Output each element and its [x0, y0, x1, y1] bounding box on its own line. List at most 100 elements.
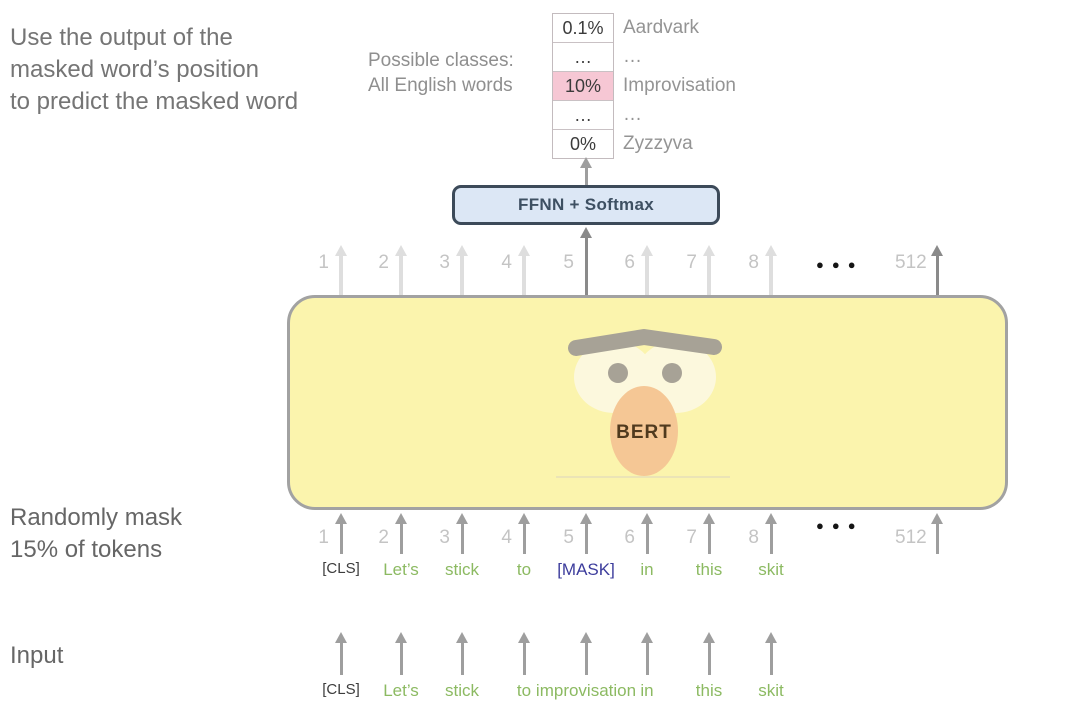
- output-caption: Use the output of the masked word’s posi…: [10, 22, 298, 118]
- masked-position-number: 1: [318, 527, 329, 548]
- classes-table-row: 10% Improvisation: [553, 71, 736, 100]
- masked-position-number: 5: [563, 527, 574, 548]
- masked-position-512: 512: [895, 527, 927, 548]
- masked-token-arrow-shaft: [460, 524, 464, 554]
- top-output-arrow-shaft: [707, 256, 711, 295]
- input-token: skit: [758, 681, 784, 700]
- input-token: Let’s: [383, 681, 419, 700]
- classes-table-row: 0.1% Aardvark: [553, 14, 699, 42]
- masked-token-arrow: [703, 513, 715, 554]
- classes-table-row: 0% Zyzzyva: [553, 129, 693, 158]
- input-token-arrow: [395, 632, 407, 675]
- masked-token-arrow: [456, 513, 468, 554]
- input-token: [CLS]: [322, 681, 360, 698]
- masked-token: this: [695, 560, 723, 579]
- class-word-label: Zyzzyva: [623, 133, 693, 154]
- mask-caption-line2: 15% of tokens: [10, 536, 163, 563]
- masked-token-arrow: [395, 513, 407, 554]
- masked-token-arrow-shaft: [707, 524, 711, 554]
- top-position-number: 1: [318, 252, 329, 273]
- masked-token-arrow-head: [765, 513, 777, 524]
- masked-token: [CLS]: [322, 560, 360, 577]
- top-position-number: 3: [439, 252, 450, 273]
- ffnn-softmax-label: FFNN + Softmax: [518, 195, 654, 214]
- input-token-arrow-shaft: [399, 643, 403, 675]
- input-token-arrow-shaft: [584, 643, 588, 675]
- mask-caption: Randomly mask 15% of tokens: [10, 502, 182, 566]
- left-pupil: [608, 363, 628, 383]
- masked-token-arrow-head: [395, 513, 407, 524]
- unibrow: [568, 329, 722, 356]
- masked-token-arrow: [641, 513, 653, 554]
- input-token: in: [640, 681, 654, 700]
- input-caption: Input: [10, 642, 64, 669]
- input-token-arrow: [456, 632, 468, 675]
- masked-token-arrow-512-head: [931, 513, 943, 524]
- top-output-arrow: [456, 245, 468, 295]
- masked-token-arrow-head: [456, 513, 468, 524]
- top-output-arrow-head: [456, 245, 468, 256]
- classes-caption-line2: All English words: [368, 75, 513, 96]
- classes-table-row: ……: [553, 100, 642, 129]
- input-token-arrow: [641, 632, 653, 675]
- masked-token: [MASK]: [557, 560, 615, 579]
- input-token-arrow-head: [580, 632, 592, 643]
- bert-to-ffnn-arrow-shaft: [584, 238, 588, 295]
- top-output-arrow: [335, 245, 347, 295]
- masked-position-number: 3: [439, 527, 450, 548]
- class-probability-cell: 0%: [553, 130, 613, 158]
- top-output-arrow-shaft: [460, 256, 464, 295]
- input-token-arrow-head: [765, 632, 777, 643]
- input-token-arrow-shaft: [522, 643, 526, 675]
- masked-token-arrow-head: [641, 513, 653, 524]
- input-token-arrow-shaft: [460, 643, 464, 675]
- masked-token: skit: [758, 560, 784, 579]
- bert-to-ffnn-arrow-head: [580, 227, 592, 238]
- ffnn-to-classes-arrow-head: [580, 157, 592, 168]
- output-caption-line3: to predict the masked word: [10, 88, 299, 115]
- masked-token: in: [640, 560, 654, 579]
- input-token-arrow-head: [518, 632, 530, 643]
- masked-token-arrow-shaft: [339, 524, 343, 554]
- top-output-arrow-shaft: [645, 256, 649, 295]
- top-output-arrow-512: [931, 245, 943, 295]
- top-position-number: 7: [686, 252, 697, 273]
- masked-token-arrow: [580, 513, 592, 554]
- input-token-arrow-head: [395, 632, 407, 643]
- class-probability-cell: 0.1%: [553, 14, 613, 42]
- ffnn-softmax-box: FFNN + Softmax: [452, 185, 720, 225]
- masked-token-arrow-head: [335, 513, 347, 524]
- output-caption-line1: Use the output of the: [10, 24, 233, 51]
- bert-face: BERT: [556, 329, 730, 478]
- masked-position-number: 7: [686, 527, 697, 548]
- input-token: this: [695, 681, 723, 700]
- masked-token-arrow-head: [518, 513, 530, 524]
- masked-token-arrow-shaft: [645, 524, 649, 554]
- masked-position-number: 4: [501, 527, 512, 548]
- masked-token: stick: [445, 560, 479, 579]
- mask-caption-line1: Randomly mask: [10, 504, 183, 531]
- masked-token-arrow-512-shaft: [935, 524, 939, 554]
- nose: [610, 386, 678, 476]
- masked-token-arrow-512: [931, 513, 943, 554]
- bert-to-ffnn-arrow: [580, 227, 592, 295]
- top-output-arrow: [641, 245, 653, 295]
- top-output-arrow-shaft: [399, 256, 403, 295]
- class-probability-cell: …: [553, 43, 613, 71]
- top-output-arrow: [518, 245, 530, 295]
- ffnn-to-classes-arrow-shaft: [584, 168, 588, 185]
- class-word-label: Improvisation: [623, 75, 736, 96]
- input-token-arrow: [580, 632, 592, 675]
- top-output-arrow-shaft: [522, 256, 526, 295]
- masked-token-arrow-shaft: [522, 524, 526, 554]
- top-output-arrow: [765, 245, 777, 295]
- class-word-label: …: [623, 104, 642, 125]
- top-output-arrow-head: [518, 245, 530, 256]
- classes-probability-table: 0.1% Aardvark…… 10% Improvisation…… 0% Zyzzyv…: [552, 13, 736, 159]
- masked-position-number: 2: [378, 527, 389, 548]
- top-output-arrow: [395, 245, 407, 295]
- top-output-arrow-head: [641, 245, 653, 256]
- top-ellipsis-dots: ●●●: [816, 257, 864, 272]
- input-token: stick: [445, 681, 479, 700]
